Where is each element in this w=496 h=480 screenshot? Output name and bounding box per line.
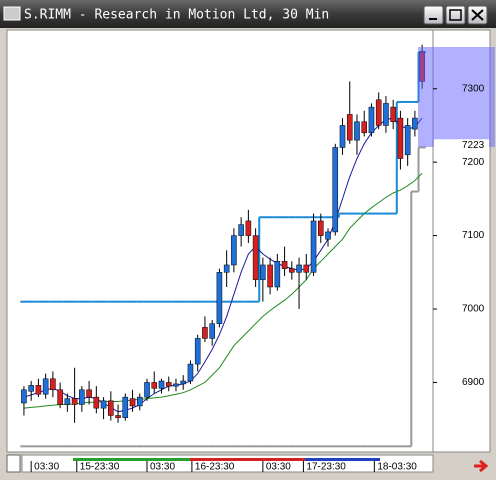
app-icon: [3, 6, 21, 21]
candle-body: [173, 383, 179, 387]
last-price-box: [434, 139, 489, 152]
candle-body: [122, 396, 129, 418]
window-buttons[interactable]: [423, 5, 488, 25]
candle-body: [21, 389, 27, 404]
corner-box: [6, 454, 21, 473]
candle-body: [28, 385, 34, 392]
selection: [418, 47, 495, 147]
candle-body: [158, 380, 165, 389]
session-bar: [305, 458, 380, 461]
candle-body: [267, 264, 273, 288]
maximize-icon: [449, 9, 462, 21]
candle-body: [383, 103, 389, 126]
candle-body: [187, 363, 194, 382]
candle-body: [209, 323, 215, 339]
candle-body: [390, 106, 396, 123]
candle-body: [289, 268, 295, 273]
maximize-button[interactable]: [445, 5, 466, 25]
candle-body: [108, 400, 114, 416]
candle-body: [339, 125, 346, 148]
candle-body: [79, 389, 85, 405]
candle-body: [274, 261, 281, 288]
candle-body: [346, 114, 353, 141]
candle-body: [144, 382, 150, 398]
session-bar: [190, 458, 305, 461]
session-bar: [73, 458, 190, 461]
candle-body: [42, 378, 49, 395]
candle-body: [245, 220, 252, 236]
candle-body: [180, 380, 186, 385]
candle-body: [202, 327, 208, 339]
candle-body: [151, 382, 158, 389]
plot: [20, 44, 426, 448]
candle-body: [325, 231, 331, 240]
x-tick-label: 03:30: [34, 462, 59, 473]
candle-body: [303, 264, 310, 273]
candle-body: [412, 117, 418, 130]
x-tick-label: 17-23:30: [306, 462, 346, 473]
plot-area: [6, 29, 434, 453]
candle-body: [57, 389, 63, 405]
candle-body: [194, 338, 201, 365]
candle-body: [231, 235, 237, 266]
candle-body: [368, 106, 375, 134]
x-tick-label: 03:30: [266, 462, 291, 473]
axis-layer: 6900 7000 7100 7200 7300 7223 03:30 15-23:30 03:…: [30, 83, 489, 473]
last-price-label: 7223: [462, 140, 485, 151]
title-bar: [0, 0, 496, 28]
candle-body: [397, 117, 404, 159]
scroll-arrow[interactable]: [474, 459, 489, 473]
window-title: S.RIMM - Research in Motion Ltd, 30 Min: [24, 8, 329, 23]
candle-body: [404, 125, 411, 156]
y-tick-label: 7100: [462, 230, 485, 241]
candle-body: [129, 398, 136, 407]
candle-body: [136, 396, 143, 407]
candle-body: [71, 398, 78, 405]
candle-body: [216, 272, 223, 324]
candle-body: [296, 264, 302, 273]
candle-body: [35, 385, 42, 395]
candle-body: [252, 235, 259, 280]
candle-body: [93, 396, 100, 409]
x-tick-label: 15-23:30: [80, 462, 120, 473]
candle-body: [361, 121, 368, 134]
candle-body: [354, 121, 360, 141]
moving-average: [23, 172, 423, 409]
close-icon: [471, 9, 484, 21]
x-tick-label: 16-23:30: [195, 462, 235, 473]
candle-body: [332, 147, 339, 233]
candle-body: [223, 264, 230, 273]
y-tick-label: 7200: [462, 157, 485, 168]
candle-body: [281, 261, 288, 269]
candle-body: [317, 220, 324, 236]
candle-body: [86, 389, 92, 398]
y-tick-label: 7000: [462, 304, 485, 315]
candle-body: [115, 415, 121, 418]
candle-body: [260, 264, 266, 280]
y-tick-label: 7300: [462, 83, 485, 94]
candle-body: [375, 99, 382, 126]
minimize-button[interactable]: [423, 5, 444, 25]
candle-body: [165, 382, 172, 387]
y-tick-label: 6900: [462, 377, 485, 388]
candle-body: [238, 224, 244, 236]
x-tick-label: 03:30: [150, 462, 175, 473]
candle-body: [50, 378, 56, 391]
candle-body: [310, 220, 317, 273]
x-tick-label: 18-03:30: [377, 462, 417, 473]
candle-body: [64, 398, 71, 405]
candle-body: [100, 400, 107, 409]
